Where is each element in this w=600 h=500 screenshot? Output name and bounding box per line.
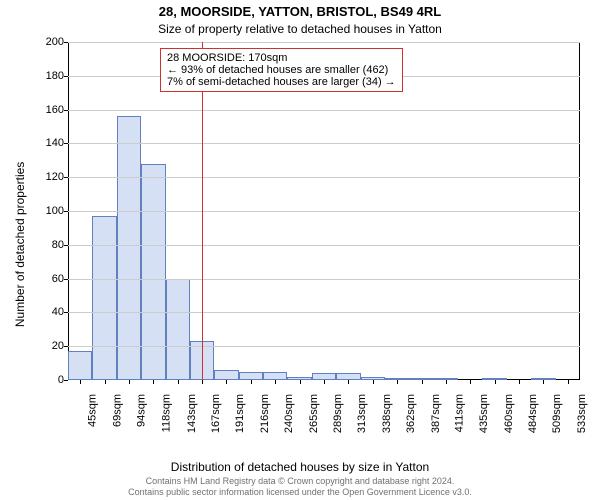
gridline <box>68 211 580 212</box>
gridline <box>68 346 580 347</box>
x-tick-label: 289sqm <box>332 394 344 433</box>
gridline <box>68 110 580 111</box>
x-tick-label: 411sqm <box>454 394 466 432</box>
x-tick-mark <box>80 380 81 384</box>
x-tick-label: 509sqm <box>551 394 563 433</box>
y-tick-label: 160 <box>46 104 68 116</box>
annotation-box: 28 MOORSIDE: 170sqm ← 93% of detached ho… <box>160 48 403 92</box>
y-tick-label: 60 <box>52 273 68 285</box>
histogram-bar <box>68 351 92 380</box>
page-title: 28, MOORSIDE, YATTON, BRISTOL, BS49 4RL <box>0 4 600 19</box>
y-tick-label: 0 <box>58 374 68 386</box>
x-tick-mark <box>543 380 544 384</box>
histogram-bar <box>336 373 360 380</box>
x-tick-mark <box>422 380 423 384</box>
x-tick-mark <box>251 380 252 384</box>
gridline <box>68 279 580 280</box>
x-tick-mark <box>568 380 569 384</box>
x-tick-label: 216sqm <box>259 394 271 433</box>
y-tick-label: 80 <box>52 239 68 251</box>
x-tick-label: 69sqm <box>111 394 123 427</box>
x-tick-mark <box>348 380 349 384</box>
x-tick-label: 94sqm <box>136 394 148 427</box>
x-tick-label: 435sqm <box>478 394 490 433</box>
y-tick-label: 40 <box>52 306 68 318</box>
x-tick-label: 167sqm <box>210 394 222 433</box>
x-tick-mark <box>226 380 227 384</box>
histogram-bar <box>117 116 141 380</box>
x-tick-label: 533sqm <box>576 394 588 433</box>
histogram-bar <box>312 373 336 380</box>
gridline <box>68 143 580 144</box>
x-tick-mark <box>275 380 276 384</box>
x-tick-label: 460sqm <box>502 394 514 433</box>
x-tick-mark <box>519 380 520 384</box>
annotation-line-1: 28 MOORSIDE: 170sqm <box>167 52 396 64</box>
histogram-bar <box>166 279 190 380</box>
x-tick-label: 191sqm <box>234 394 246 433</box>
y-tick-label: 180 <box>46 70 68 82</box>
x-tick-label: 118sqm <box>161 394 173 432</box>
annotation-line-2: ← 93% of detached houses are smaller (46… <box>167 64 396 76</box>
x-tick-mark <box>129 380 130 384</box>
histogram-bar <box>239 372 263 380</box>
subtitle: Size of property relative to detached ho… <box>0 22 600 36</box>
x-tick-mark <box>373 380 374 384</box>
x-tick-label: 362sqm <box>405 394 417 433</box>
x-tick-mark <box>178 380 179 384</box>
gridline <box>68 245 580 246</box>
x-tick-label: 265sqm <box>307 394 319 433</box>
histogram-bar <box>141 164 165 380</box>
histogram-bar <box>263 372 287 380</box>
x-tick-mark <box>105 380 106 384</box>
x-tick-label: 338sqm <box>381 394 393 433</box>
x-tick-mark <box>324 380 325 384</box>
x-tick-mark <box>153 380 154 384</box>
y-tick-label: 20 <box>52 340 68 352</box>
x-tick-label: 387sqm <box>429 394 441 433</box>
y-tick-label: 120 <box>46 171 68 183</box>
x-tick-mark <box>495 380 496 384</box>
reference-line <box>202 42 203 380</box>
x-tick-label: 240sqm <box>283 394 295 433</box>
footnote: Contains HM Land Registry data © Crown c… <box>8 476 592 498</box>
x-tick-mark <box>300 380 301 384</box>
histogram-bar <box>214 370 238 380</box>
x-tick-label: 143sqm <box>186 394 198 433</box>
y-tick-label: 100 <box>46 205 68 217</box>
x-tick-mark <box>470 380 471 384</box>
x-tick-label: 484sqm <box>527 394 539 433</box>
x-tick-label: 45sqm <box>87 394 99 427</box>
y-axis-label: Number of detached properties <box>13 162 27 327</box>
gridline <box>68 177 580 178</box>
x-tick-mark <box>202 380 203 384</box>
gridline <box>68 42 580 43</box>
x-axis-label: Distribution of detached houses by size … <box>0 460 600 474</box>
y-tick-label: 200 <box>46 36 68 48</box>
histogram-bar <box>92 216 116 380</box>
x-tick-label: 313sqm <box>356 394 368 433</box>
histogram-plot: 02040608010012014016018020045sqm69sqm94s… <box>68 42 580 380</box>
y-tick-label: 140 <box>46 137 68 149</box>
gridline <box>68 312 580 313</box>
x-tick-mark <box>397 380 398 384</box>
x-tick-mark <box>446 380 447 384</box>
annotation-line-3: 7% of semi-detached houses are larger (3… <box>167 76 396 88</box>
